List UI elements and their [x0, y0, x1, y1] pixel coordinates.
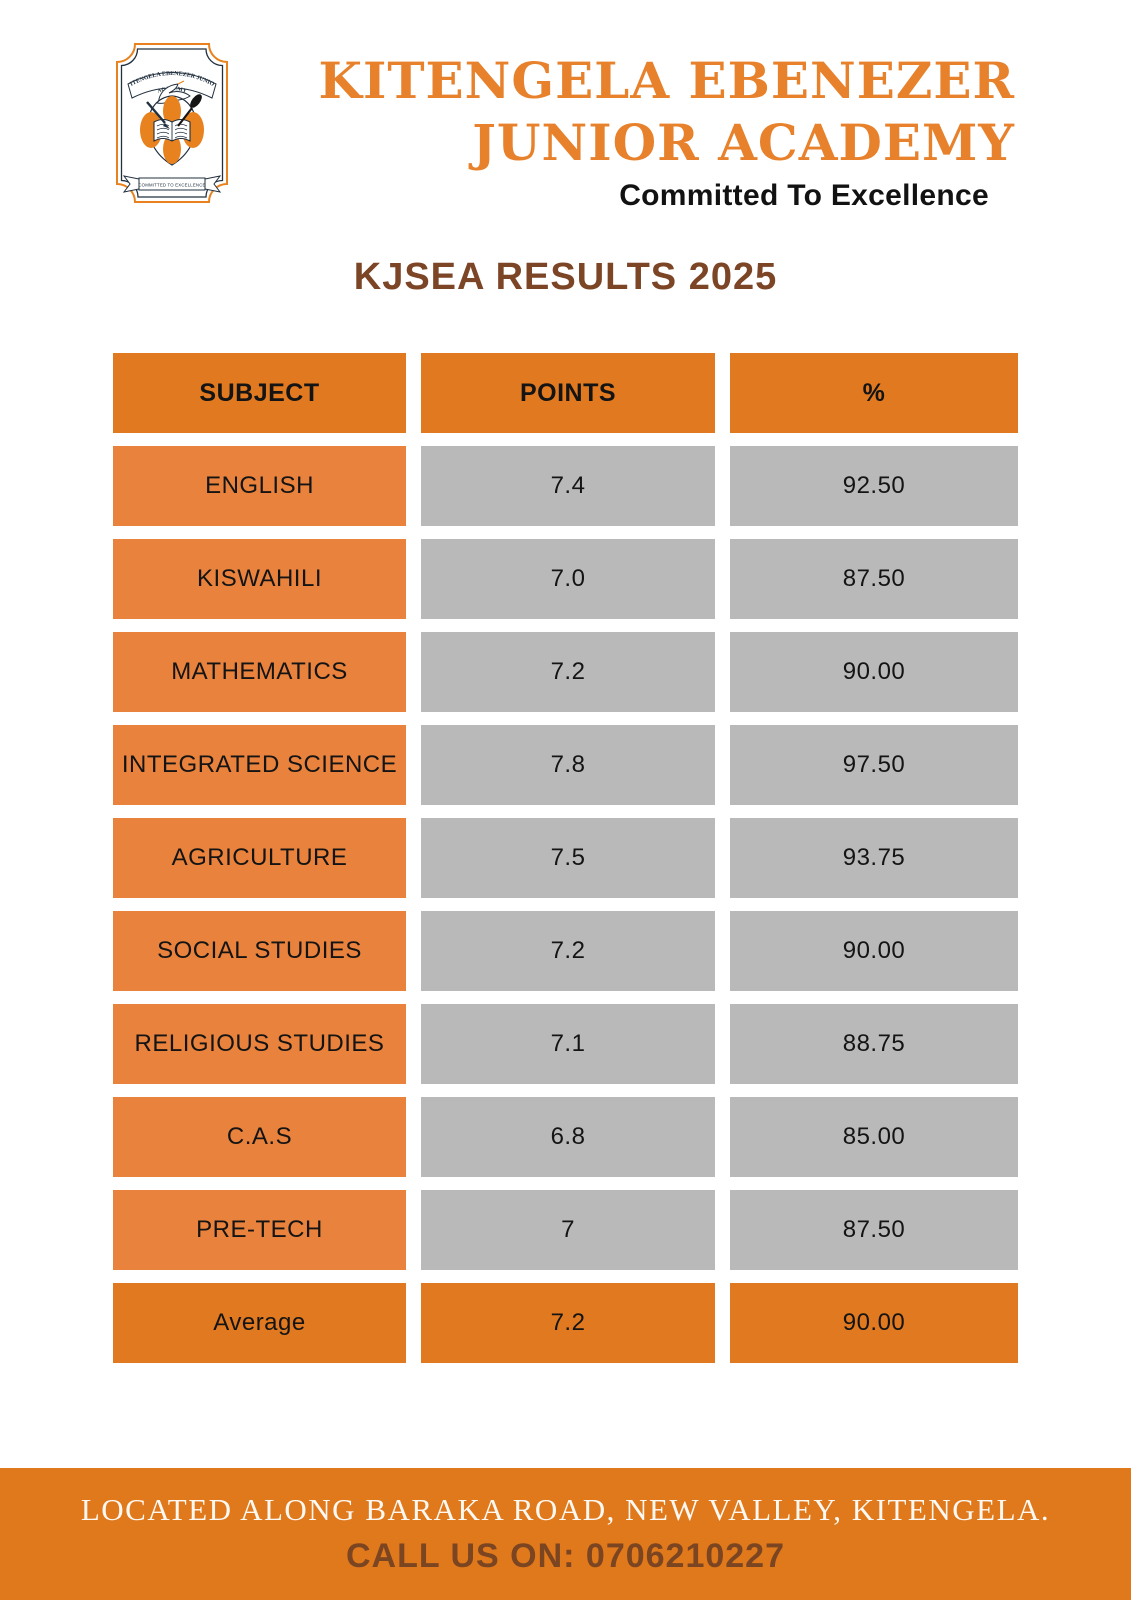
results-table: SUBJECT POINTS % ENGLISH 7.4 92.50 KISWA…	[113, 353, 1018, 1363]
points-cell: 7.1	[421, 1004, 715, 1084]
crest-ribbon-text: COMMITTED TO EXCELLENCE	[138, 183, 205, 188]
subject-cell: MATHEMATICS	[113, 632, 406, 712]
subject-cell: ENGLISH	[113, 446, 406, 526]
subject-cell: RELIGIOUS STUDIES	[113, 1004, 406, 1084]
percent-cell: 93.75	[730, 818, 1018, 898]
subject-cell: PRE-TECH	[113, 1190, 406, 1270]
footer-band: LOCATED ALONG BARAKA ROAD, NEW VALLEY, K…	[0, 1468, 1131, 1600]
points-cell: 7.2	[421, 632, 715, 712]
column-header-percent: %	[730, 353, 1018, 433]
average-points-cell: 7.2	[421, 1283, 715, 1363]
points-cell: 7.2	[421, 911, 715, 991]
crest-ribbon: COMMITTED TO EXCELLENCE	[122, 175, 222, 193]
school-title-block: KITENGELA EBENEZER JUNIOR ACADEMY Commit…	[319, 50, 1016, 213]
percent-cell: 85.00	[730, 1097, 1018, 1177]
subject-cell: C.A.S	[113, 1097, 406, 1177]
points-cell: 7.8	[421, 725, 715, 805]
school-name-line2: JUNIOR ACADEMY	[472, 113, 1015, 172]
brush-icon	[177, 94, 202, 127]
points-cell: 7.0	[421, 539, 715, 619]
percent-cell: 87.50	[730, 539, 1018, 619]
percent-cell: 97.50	[730, 725, 1018, 805]
percent-cell: 92.50	[730, 446, 1018, 526]
school-crest-icon: KITENGELA EBENEZER JUNIOR ACADEMY	[107, 38, 228, 203]
percent-cell: 87.50	[730, 1190, 1018, 1270]
school-tagline: Committed To Excellence	[619, 179, 989, 212]
percent-cell: 90.00	[730, 632, 1018, 712]
average-percent-cell: 90.00	[730, 1283, 1018, 1363]
subject-cell: INTEGRATED SCIENCE	[113, 725, 406, 805]
subject-cell: SOCIAL STUDIES	[113, 911, 406, 991]
points-cell: 7.4	[421, 446, 715, 526]
crest-inner-border	[120, 48, 224, 198]
column-header-points: POINTS	[421, 353, 715, 433]
percent-cell: 88.75	[730, 1004, 1018, 1084]
points-cell: 6.8	[421, 1097, 715, 1177]
average-label-cell: Average	[113, 1283, 406, 1363]
open-book-icon	[153, 118, 191, 142]
subject-cell: AGRICULTURE	[113, 818, 406, 898]
points-cell: 7	[421, 1190, 715, 1270]
points-cell: 7.5	[421, 818, 715, 898]
subject-cell: KISWAHILI	[113, 539, 406, 619]
percent-cell: 90.00	[730, 911, 1018, 991]
school-logo: KITENGELA EBENEZER JUNIOR ACADEMY	[107, 38, 237, 208]
footer-phone: CALL US ON: 0706210227	[345, 1537, 785, 1575]
pen-icon	[146, 101, 170, 129]
school-name-line1: KITENGELA EBENEZER	[318, 51, 1015, 110]
page-title: KJSEA RESULTS 2025	[353, 256, 778, 298]
footer-address: LOCATED ALONG BARAKA ROAD, NEW VALLEY, K…	[80, 1492, 1051, 1527]
column-header-subject: SUBJECT	[113, 353, 406, 433]
